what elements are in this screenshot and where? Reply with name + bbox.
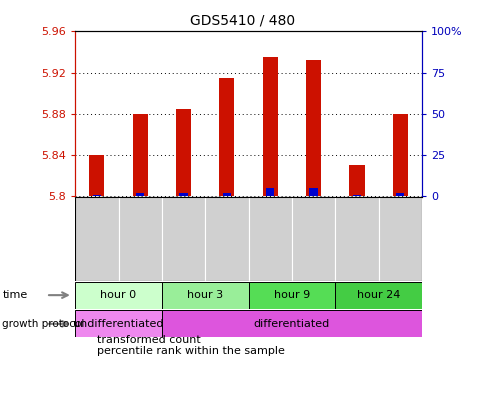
Text: hour 3: hour 3 bbox=[187, 290, 223, 300]
Bar bbox=[352, 195, 361, 196]
Text: growth protocol: growth protocol bbox=[2, 319, 85, 329]
Bar bbox=[75, 310, 162, 337]
Text: transformed count: transformed count bbox=[97, 334, 200, 345]
Bar bbox=[334, 282, 421, 309]
Bar bbox=[248, 196, 291, 281]
Bar bbox=[92, 195, 101, 196]
Text: percentile rank within the sample: percentile rank within the sample bbox=[97, 346, 284, 356]
Bar bbox=[179, 193, 187, 196]
Bar bbox=[309, 188, 317, 196]
Bar bbox=[392, 114, 407, 196]
Text: GDS5410 / 480: GDS5410 / 480 bbox=[190, 14, 294, 28]
Bar bbox=[395, 193, 404, 196]
Bar bbox=[348, 165, 364, 196]
Text: hour 0: hour 0 bbox=[100, 290, 136, 300]
Text: differentiated: differentiated bbox=[253, 319, 329, 329]
Bar bbox=[89, 155, 104, 196]
Bar bbox=[136, 193, 144, 196]
Bar bbox=[378, 196, 421, 281]
Bar bbox=[219, 78, 234, 196]
Bar bbox=[305, 60, 320, 196]
Bar bbox=[75, 196, 118, 281]
Bar bbox=[266, 188, 274, 196]
Bar bbox=[205, 196, 248, 281]
Bar bbox=[132, 114, 148, 196]
Bar bbox=[118, 196, 162, 281]
Bar bbox=[176, 109, 191, 196]
Bar bbox=[162, 310, 421, 337]
Bar bbox=[248, 282, 334, 309]
Bar bbox=[334, 196, 378, 281]
Bar bbox=[162, 282, 248, 309]
Text: hour 24: hour 24 bbox=[356, 290, 399, 300]
Bar bbox=[262, 57, 277, 196]
Text: undifferentiated: undifferentiated bbox=[73, 319, 164, 329]
Bar bbox=[75, 282, 162, 309]
Text: time: time bbox=[2, 290, 28, 300]
Bar bbox=[162, 196, 205, 281]
Bar bbox=[222, 193, 230, 196]
Bar bbox=[291, 196, 334, 281]
Text: hour 9: hour 9 bbox=[273, 290, 309, 300]
